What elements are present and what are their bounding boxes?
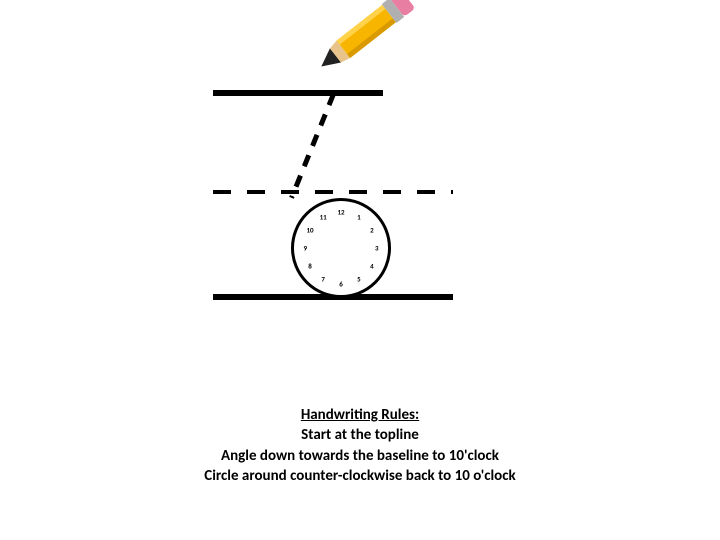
clock-number: 10 <box>307 226 314 235</box>
midline <box>213 190 453 194</box>
pencil-icon <box>312 0 436 102</box>
stroke-dash <box>289 93 336 199</box>
clock-number: 1 <box>357 213 361 222</box>
handwriting-rules: Handwriting Rules: Start at the topline … <box>0 405 720 486</box>
clock-number: 6 <box>339 279 343 288</box>
clock-number: 5 <box>357 274 361 283</box>
clock-number: 2 <box>370 226 374 235</box>
clock-number: 3 <box>375 244 379 253</box>
rules-line-2: Angle down towards the baseline to 10'cl… <box>0 446 720 466</box>
clock-face: 121234567891011 <box>291 198 391 298</box>
clock-number: 9 <box>303 244 307 253</box>
clock-number: 11 <box>320 213 327 222</box>
clock-number: 7 <box>321 274 325 283</box>
rules-line-3: Circle around counter-clockwise back to … <box>0 466 720 486</box>
handwriting-diagram: 121234567891011 <box>213 90 453 310</box>
clock-number: 12 <box>337 208 344 217</box>
rules-heading: Handwriting Rules: <box>0 405 720 425</box>
rules-line-1: Start at the topline <box>0 425 720 445</box>
clock-number: 8 <box>308 261 312 270</box>
clock-number: 4 <box>370 261 374 270</box>
